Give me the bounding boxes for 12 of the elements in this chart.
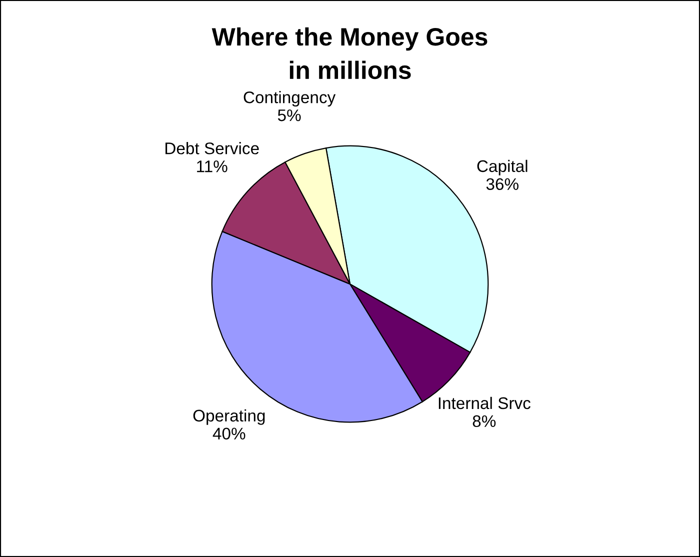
chart-title: Where the Money Goes bbox=[212, 27, 488, 51]
slice-label: Contingency bbox=[244, 91, 336, 107]
data-label: 11% bbox=[197, 160, 228, 172]
chart-subtitle: in millions bbox=[290, 60, 411, 80]
slice-label: Capital bbox=[477, 160, 528, 176]
data-label: 8% bbox=[472, 415, 496, 428]
slice-label: Operating bbox=[193, 409, 265, 425]
slice-label: Debt Service bbox=[166, 142, 259, 154]
data-label: 36% bbox=[486, 178, 518, 190]
slice-label: Internal Srvc bbox=[438, 396, 530, 410]
data-label: 5% bbox=[278, 109, 301, 122]
data-label: 40% bbox=[212, 428, 246, 440]
